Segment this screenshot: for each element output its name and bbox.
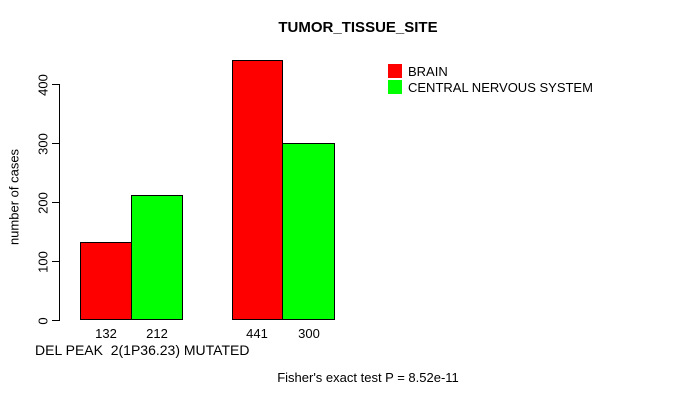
bar	[282, 143, 335, 320]
y-tick	[52, 261, 59, 262]
legend-item: CENTRAL NERVOUS SYSTEM	[388, 79, 593, 95]
bar-value-label: 212	[146, 326, 168, 341]
legend-swatch	[388, 64, 402, 78]
legend-item: BRAIN	[388, 63, 593, 79]
y-tick-label: 200	[35, 192, 51, 214]
bar	[80, 242, 132, 320]
y-tick-label: 0	[35, 317, 51, 325]
bar-value-label: 132	[95, 326, 117, 341]
bar-value-label: 441	[246, 326, 268, 341]
footnote: Fisher's exact test P = 8.52e-11	[277, 370, 459, 385]
bar-value-label: 300	[298, 326, 320, 341]
x-axis-note: DEL PEAK 2(1P36.23) MUTATED	[35, 342, 250, 358]
y-tick-label: 300	[35, 133, 51, 155]
legend: BRAIN CENTRAL NERVOUS SYSTEM	[388, 63, 593, 95]
y-tick	[52, 84, 59, 85]
legend-label: CENTRAL NERVOUS SYSTEM	[408, 79, 593, 95]
bar	[131, 195, 183, 320]
y-tick	[52, 320, 59, 321]
bar	[232, 60, 283, 320]
y-tick-label: 100	[35, 251, 51, 273]
y-axis-line	[59, 84, 60, 321]
chart-title: TUMOR_TISSUE_SITE	[278, 19, 438, 36]
y-tick-label: 400	[35, 74, 51, 96]
y-tick	[52, 202, 59, 203]
y-axis-label: number of cases	[6, 148, 22, 246]
legend-swatch	[388, 80, 402, 94]
legend-label: BRAIN	[408, 63, 448, 79]
y-tick	[52, 143, 59, 144]
